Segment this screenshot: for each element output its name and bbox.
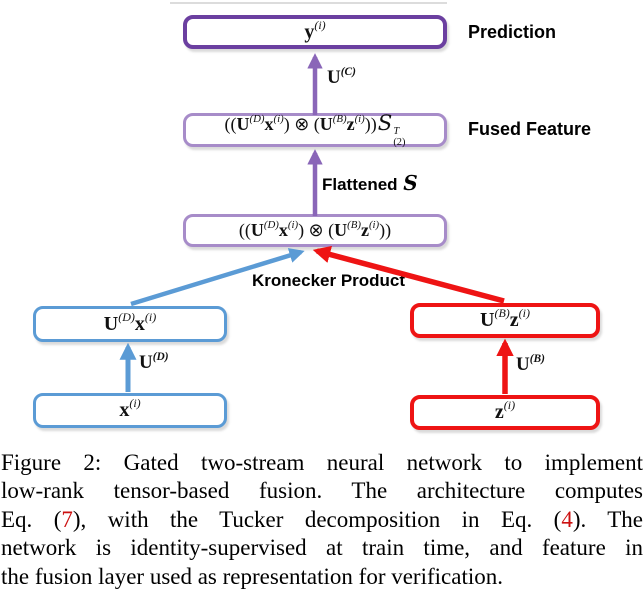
prediction-node-box: y(i)	[183, 15, 447, 49]
caption-line: Eq. (7), with the Tucker decomposition i…	[1, 506, 643, 532]
prediction-label: Prediction	[468, 22, 557, 42]
right-stream-projected-box: U(B)z(i)	[410, 303, 600, 338]
fused-feature-label: Fused Feature	[468, 119, 592, 139]
left-stream-input-box: x(i)	[33, 393, 227, 428]
caption-line: the fusion layer used as representation …	[1, 563, 503, 589]
left-stream-projected-box: U(D)x(i)	[33, 306, 227, 342]
figure-caption: Figure 2: Gated two-stream neural networ…	[1, 449, 643, 591]
flattened-s-label: Flattened S	[322, 171, 418, 195]
right-stream-input-formula: z(i)	[494, 398, 516, 423]
left-stream-projected-formula: U(D)x(i)	[103, 309, 157, 335]
caption-line: network is identity-supervised at train …	[1, 535, 643, 561]
caption-line: low-rank tensor-based fusion. The archit…	[1, 478, 643, 504]
caption-line: Figure 2: Gated two-stream neural networ…	[1, 450, 643, 475]
kronecker-product-formula: ((U(D)x(i)) ⊗ (U(B)z(i)))	[238, 218, 392, 240]
right-stream-projected-formula: U(B)z(i)	[480, 306, 530, 331]
prediction-node-formula: y(i)	[304, 17, 326, 43]
ub-weight-label: U(B)	[516, 352, 545, 375]
right-stream-input-box: z(i)	[410, 395, 600, 430]
cropped-top-line	[170, 2, 447, 4]
uc-weight-label: U(C)	[327, 65, 356, 88]
kronecker-product-box: ((U(D)x(i)) ⊗ (U(B)z(i)))	[183, 214, 447, 247]
fused-feature-box: ((U(D)x(i)) ⊗ (U(B)z(i)))S T (2)	[183, 110, 447, 149]
left-stream-input-formula: x(i)	[119, 396, 141, 421]
kronecker-product-label: Kronecker Product	[252, 271, 406, 290]
ud-weight-label: U(D)	[139, 350, 169, 373]
fused-feature-formula: ((U(D)x(i)) ⊗ (U(B)z(i)))S T (2)	[224, 110, 406, 149]
